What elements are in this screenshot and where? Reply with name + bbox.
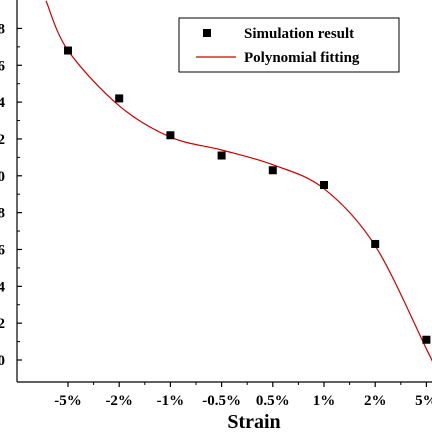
simulation-point (268, 166, 277, 175)
simulation-point (217, 151, 226, 160)
y-tick-label: 1.2 (0, 132, 5, 148)
simulation-point (320, 181, 328, 189)
x-axis-ticks: -5% -2% -1% -0.5% 0.5% 1% 2% 5% (54, 382, 432, 409)
y-tick-label: 0.4 (0, 279, 6, 295)
simulation-point (422, 335, 431, 344)
x-tick-label: 0.5% (256, 393, 290, 409)
points-layer (64, 46, 431, 344)
legend-label-fitting: Polynomial fitting (244, 50, 360, 66)
x-tick-label: -5% (54, 393, 82, 409)
x-tick-label: -1% (157, 393, 185, 409)
x-tick-label: 2% (364, 393, 387, 409)
x-tick-label: 5% (415, 393, 432, 409)
series-polynomial-fitting-line (45, 0, 432, 362)
simulation-point (166, 131, 175, 140)
x-tick-label: -2% (105, 393, 133, 409)
legend-label-simulation: Simulation result (244, 26, 354, 42)
fit-layer (45, 0, 432, 362)
x-tick-label: 1% (313, 393, 336, 409)
x-tick-label: -0.5% (202, 393, 241, 409)
y-tick-label: 1.4 (0, 95, 6, 111)
y-tick-label: 1.6 (0, 58, 6, 74)
legend-square-marker-icon (203, 29, 211, 37)
legend-box (178, 17, 400, 73)
y-tick-label: 0.6 (0, 242, 6, 258)
y-axis-ticks: 0.0 0.2 0.4 0.6 0.8 1.0 1.2 1.4 1.6 1.8 (0, 21, 22, 369)
y-tick-label: 0.8 (0, 206, 5, 222)
simulation-point (371, 239, 380, 248)
y-tick-label: 1.8 (0, 21, 5, 37)
y-tick-label: 1.0 (0, 169, 5, 185)
x-axis-label: Strain (227, 411, 280, 432)
plot-frame (16, 0, 432, 383)
simulation-point (64, 46, 72, 55)
y-tick-label: 0.2 (0, 316, 5, 332)
y-tick-label: 0.0 (0, 353, 5, 369)
legend: Simulation result Polynomial fitting (178, 17, 400, 73)
simulation-point (115, 94, 124, 103)
